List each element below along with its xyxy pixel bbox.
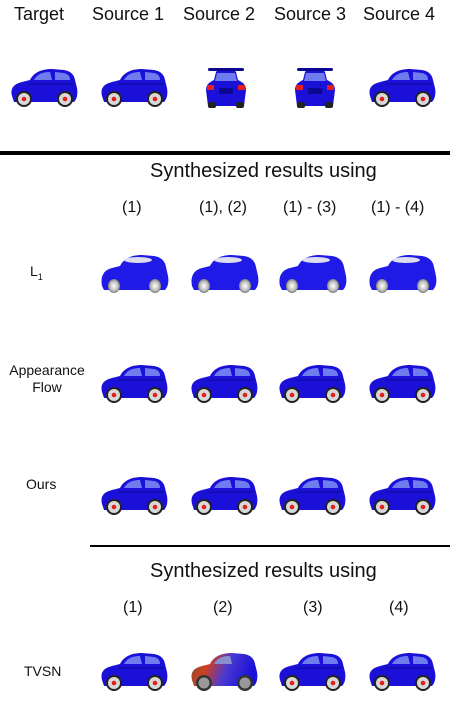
row-label-tvsn: TVSN xyxy=(24,663,62,679)
row-label-l1: L1 xyxy=(30,263,43,286)
source-3-car-rear-three-quarter-icon xyxy=(285,66,345,110)
source-4-car-icon xyxy=(366,66,438,110)
section-2-title: Synthesized results using xyxy=(150,560,377,582)
target-car-icon xyxy=(8,66,80,110)
af-result-2 xyxy=(188,362,260,406)
section-2-col-2: (2) xyxy=(213,599,233,616)
section-1-col-3: (1) - (3) xyxy=(283,199,337,216)
section-2-col-1: (1) xyxy=(123,599,143,616)
section-2-col-3: (3) xyxy=(303,599,323,616)
row-label-ours: Ours xyxy=(26,476,57,492)
ours-result-4 xyxy=(366,474,438,518)
source-1-car-icon xyxy=(98,66,170,110)
source-1-label: Source 1 xyxy=(92,4,165,24)
thick-divider xyxy=(0,151,450,155)
thin-divider xyxy=(90,545,450,547)
l1-result-4 xyxy=(366,252,438,296)
row-label-l1-main: L xyxy=(30,263,38,279)
row-label-l1-sub: 1 xyxy=(37,271,43,282)
af-result-3 xyxy=(276,362,348,406)
row-label-appearance-flow-line-2: Flow xyxy=(32,379,62,395)
ours-result-1 xyxy=(98,474,170,518)
l1-result-2 xyxy=(188,252,260,296)
source-3-label: Source 3 xyxy=(274,4,347,24)
af-result-4 xyxy=(366,362,438,406)
section-1-col-1: (1) xyxy=(122,199,142,216)
section-1-col-4: (1) - (4) xyxy=(371,199,425,216)
target-label: Target xyxy=(14,4,65,24)
tvsn-result-1 xyxy=(98,650,170,694)
section-2-col-4: (4) xyxy=(389,599,409,616)
ours-result-2 xyxy=(188,474,260,518)
af-result-1 xyxy=(98,362,170,406)
row-label-appearance-flow-line-1: Appearance xyxy=(9,362,85,378)
section-1-title: Synthesized results using xyxy=(150,160,377,182)
tvsn-result-4 xyxy=(366,650,438,694)
l1-result-3 xyxy=(276,252,348,296)
source-2-car-rear-icon xyxy=(202,66,250,110)
l1-result-1 xyxy=(98,252,170,296)
ours-result-3 xyxy=(276,474,348,518)
source-4-label: Source 4 xyxy=(363,4,436,24)
section-1-col-2: (1), (2) xyxy=(199,199,247,216)
tvsn-result-2 xyxy=(188,650,260,694)
source-2-label: Source 2 xyxy=(183,4,256,24)
tvsn-result-3 xyxy=(276,650,348,694)
row-label-appearance-flow: Appearance Flow xyxy=(2,362,92,396)
